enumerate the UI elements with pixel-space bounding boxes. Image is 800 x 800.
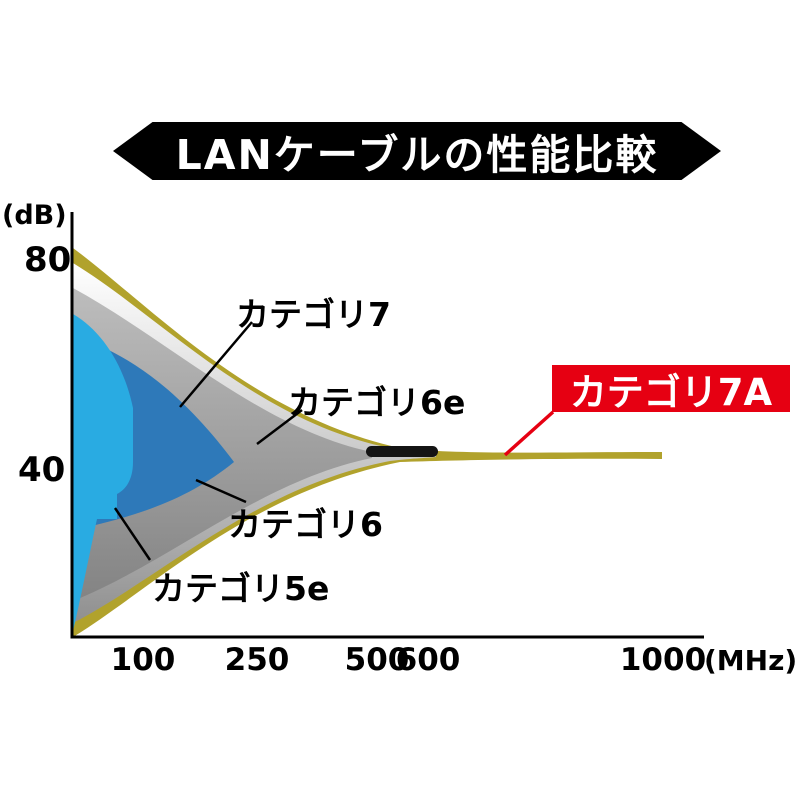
label-cat7: カテゴリ7 [236,295,391,334]
x-tick-250: 250 [224,642,290,678]
page-title: LANケーブルの性能比較 [175,131,659,179]
leader-cat7a [503,410,555,457]
x-tick-1000: 1000 [619,642,707,678]
axis-lines [70,212,704,639]
label-cat6e: カテゴリ6e [288,383,466,422]
y-axis-unit: (dB) [2,200,67,231]
leader-cat6 [195,478,247,504]
y-tick-40: 40 [18,450,66,490]
label-cat7a-highlight: カテゴリ7A [552,365,790,414]
label-cat6: カテゴリ6 [228,505,383,544]
band-cat6e [73,288,372,601]
y-tick-80: 80 [24,240,72,280]
label-cat5e: カテゴリ5e [152,569,330,608]
leader-cat7 [179,321,253,408]
leader-cat6e [256,409,303,445]
x-axis-unit: (MHz) [704,644,798,677]
x-tick-500: 500 [344,642,410,678]
band-cat7a [73,248,662,637]
x-tick-600: 600 [395,642,461,678]
leader-cat5e [113,507,152,561]
band-cat5e [73,314,133,631]
x-tick-100: 100 [110,642,176,678]
label-cat7a: カテゴリ7A [569,370,773,414]
band-tip-dark [366,446,438,457]
title-banner: LANケーブルの性能比較 [113,122,721,180]
